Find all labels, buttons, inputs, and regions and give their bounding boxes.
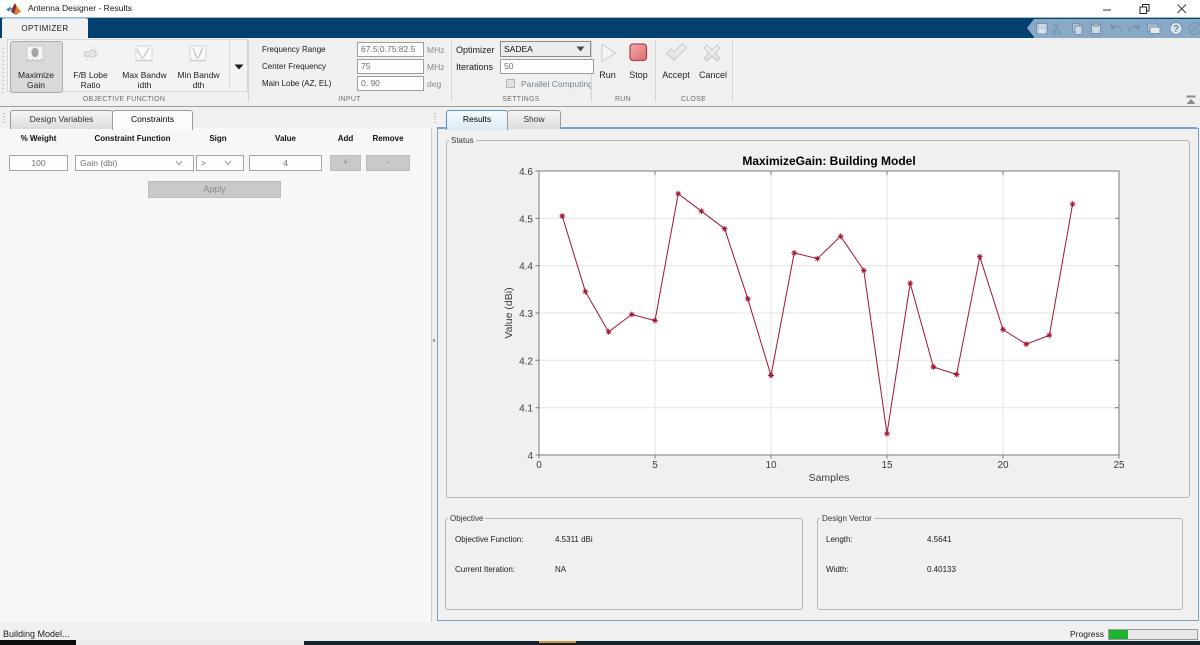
svg-text:4.6: 4.6 <box>519 167 533 178</box>
svg-text:0: 0 <box>536 460 542 471</box>
svg-text:10: 10 <box>765 460 777 471</box>
svg-text:MaximizeGain: Building Model: MaximizeGain: Building Model <box>742 154 915 168</box>
svg-text:5: 5 <box>652 460 658 471</box>
svg-text:20: 20 <box>997 460 1009 471</box>
svg-text:4.5: 4.5 <box>519 214 533 225</box>
svg-text:4.4: 4.4 <box>519 262 533 273</box>
svg-text:4.2: 4.2 <box>519 356 533 367</box>
svg-text:4: 4 <box>527 451 533 462</box>
svg-text:4.1: 4.1 <box>519 404 533 415</box>
svg-text:25: 25 <box>1113 460 1125 471</box>
svg-text:Samples: Samples <box>809 472 850 484</box>
svg-text:?: ? <box>1173 24 1179 35</box>
svg-text:Value (dBi): Value (dBi) <box>503 287 515 338</box>
svg-text:4.3: 4.3 <box>519 309 533 320</box>
svg-text:15: 15 <box>881 460 893 471</box>
